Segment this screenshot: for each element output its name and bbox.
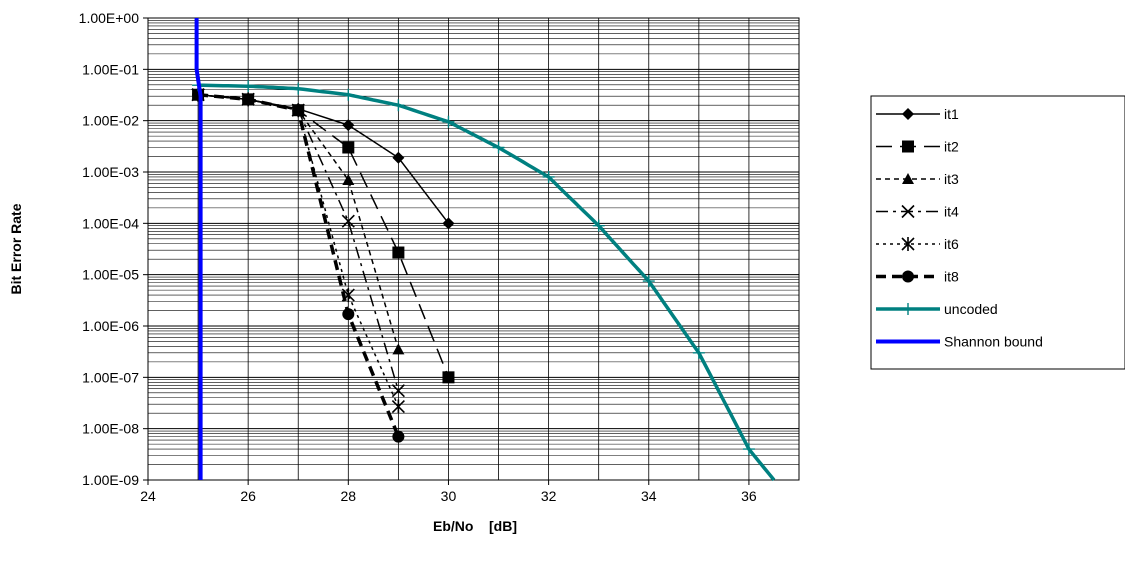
data-point-triangle xyxy=(902,173,914,184)
data-point-plus xyxy=(392,99,405,112)
y-tick-label: 1.00E-09 xyxy=(82,472,139,488)
data-point-star xyxy=(391,399,405,414)
data-point-diamond xyxy=(342,119,355,132)
data-point-square xyxy=(902,140,914,153)
data-point-plus xyxy=(242,80,255,93)
data-point-plus xyxy=(542,170,555,183)
series-it8 xyxy=(192,88,405,443)
legend-label: it4 xyxy=(944,204,959,220)
data-point-circle xyxy=(902,270,914,283)
y-tick-label: 1.00E-06 xyxy=(82,318,139,334)
legend-label: it2 xyxy=(944,139,959,155)
y-tick-label: 1.00E-08 xyxy=(82,421,139,437)
legend-label: uncoded xyxy=(944,301,998,317)
data-point-plus xyxy=(742,443,755,456)
plot-background xyxy=(148,18,799,480)
x-tick-label: 30 xyxy=(441,488,457,504)
grid xyxy=(148,18,799,480)
y-tick-label: 1.00E-01 xyxy=(82,61,139,77)
x-axis-title: Eb/No [dB] xyxy=(433,518,517,534)
legend-entry-it1: it1 xyxy=(876,106,959,122)
x-tick-label: 28 xyxy=(341,488,357,504)
legend-label: it3 xyxy=(944,171,959,187)
x-tick-label: 34 xyxy=(641,488,657,504)
legend-entry-it2: it2 xyxy=(876,139,959,155)
data-point-diamond xyxy=(392,151,405,164)
y-axis-title: Bit Error Rate xyxy=(8,203,24,294)
data-point-plus xyxy=(692,346,705,359)
data-point-plus xyxy=(292,82,305,95)
data-point-plus xyxy=(342,88,355,101)
y-tick-label: 1.00E-05 xyxy=(82,267,139,283)
legend-entry-it4: it4 xyxy=(876,204,959,220)
series-shannon-bound xyxy=(194,18,203,480)
data-point-triangle xyxy=(392,343,405,355)
x-tick-label: 36 xyxy=(741,488,757,504)
y-tick-label: 1.00E+00 xyxy=(79,10,140,26)
data-point-x xyxy=(341,214,355,228)
data-point-x xyxy=(391,384,405,398)
series-layer xyxy=(191,18,776,482)
legend-entry-shannon-bound: Shannon bound xyxy=(876,334,1043,350)
data-point-circle xyxy=(342,308,355,321)
data-point-plus xyxy=(642,275,655,288)
data-point-plus xyxy=(592,219,605,232)
legend-entry-it6: it6 xyxy=(876,236,959,252)
y-tick-label: 1.00E-04 xyxy=(82,215,139,231)
legend-entry-it8: it8 xyxy=(876,269,959,285)
x-tick-label: 24 xyxy=(140,488,156,504)
series-line xyxy=(194,18,203,480)
data-point-x xyxy=(901,204,915,219)
series-uncoded xyxy=(192,79,776,482)
legend-label: it8 xyxy=(944,269,959,285)
y-tick-label: 1.00E-03 xyxy=(82,164,139,180)
data-point-circle xyxy=(392,430,405,443)
data-point-diamond xyxy=(902,108,914,120)
legend: it1 it2 it3 it4 it6 it8 uncoded Shannon bound xyxy=(870,95,1125,370)
y-tick-label: 1.00E-02 xyxy=(82,113,139,129)
legend-label: Shannon bound xyxy=(944,334,1043,350)
axis-ticks: 24 26 28 30 32 34 36 1.00E-09 1.00E-08 1.00E-07 1.… xyxy=(79,10,757,504)
data-point-star xyxy=(901,237,915,251)
series-line xyxy=(198,93,450,378)
data-point-plus xyxy=(902,303,914,315)
data-point-plus xyxy=(492,141,505,154)
data-point-triangle xyxy=(342,173,355,185)
data-point-circle xyxy=(292,104,305,117)
data-point-circle xyxy=(242,93,255,106)
legend-entry-uncoded: uncoded xyxy=(876,301,998,317)
x-tick-label: 32 xyxy=(541,488,557,504)
plot-area-border xyxy=(147,17,800,481)
y-tick-label: 1.00E-07 xyxy=(82,369,139,385)
data-point-square xyxy=(342,141,355,154)
legend-label: it6 xyxy=(944,236,959,252)
legend-entry-it3: it3 xyxy=(876,171,959,187)
legend-label: it1 xyxy=(944,106,959,122)
data-point-square xyxy=(442,371,455,384)
data-point-plus xyxy=(442,115,455,128)
legend-box xyxy=(870,95,1125,370)
data-point-diamond xyxy=(442,217,455,230)
x-tick-label: 26 xyxy=(240,488,256,504)
data-point-square xyxy=(392,246,405,259)
